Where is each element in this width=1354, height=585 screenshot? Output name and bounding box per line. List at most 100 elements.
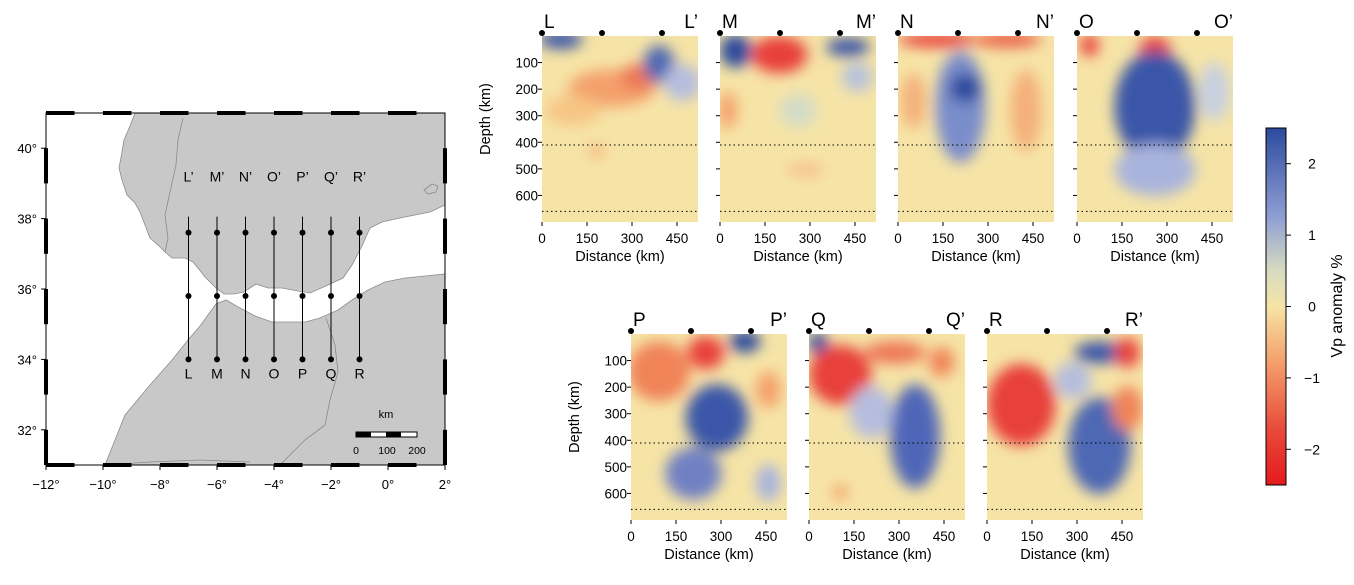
map-y-tick-label: 32° — [17, 423, 37, 438]
frame-band — [217, 463, 246, 467]
section-label-start: L — [544, 12, 555, 33]
map-x-tick-label: −8° — [150, 477, 170, 492]
map-x-tick-label: −10° — [89, 477, 116, 492]
section-x-tick-label: 150 — [932, 231, 955, 246]
map-y-tick-label: 36° — [17, 282, 37, 297]
section-image — [1077, 36, 1233, 222]
anomaly-patch — [949, 73, 981, 103]
profile-dot — [214, 293, 220, 300]
profile-dot — [271, 356, 277, 363]
profile-label-bottom: O — [269, 365, 280, 381]
anomaly-patch — [832, 484, 848, 500]
section-station-dot — [688, 328, 694, 334]
anomaly-patch — [809, 334, 828, 355]
section-x-tick-label: 300 — [1066, 529, 1089, 544]
anomaly-field — [542, 36, 698, 157]
profile-label-top: O’ — [267, 169, 281, 185]
profile-dot — [242, 293, 249, 300]
anomaly-patch — [841, 62, 873, 92]
section-station-dot — [1044, 328, 1050, 334]
colorbar-gradient — [1265, 127, 1287, 486]
colorbar-label: Vp anomaly % — [1329, 254, 1346, 357]
profile-dot — [356, 293, 363, 300]
section-x-tick-label: 150 — [665, 529, 688, 544]
section-station-dot — [1104, 328, 1110, 334]
section-x-tick-label: 150 — [1021, 529, 1044, 544]
profile-label-bottom: M — [211, 365, 223, 381]
section-y-tick-label: 500 — [515, 162, 538, 177]
map-x-tick-label: 2° — [439, 477, 451, 492]
section-label-start: O — [1079, 12, 1094, 33]
anomaly-patch — [542, 36, 583, 50]
profile-dot — [271, 293, 277, 300]
section-x-tick-label: 0 — [894, 231, 902, 246]
section-xlabel: Distance (km) — [575, 249, 664, 265]
anomaly-patch — [849, 386, 894, 439]
frame-band — [443, 148, 447, 184]
anomaly-patch — [1114, 337, 1140, 368]
anomaly-patch — [685, 384, 748, 452]
anomaly-patch — [935, 50, 986, 163]
profile-dot — [242, 229, 249, 236]
anomaly-field — [631, 334, 781, 502]
anomaly-patch — [1198, 62, 1230, 122]
section-ylabel: Depth (km) — [478, 83, 494, 155]
frame-band — [388, 463, 417, 467]
section-xlabel: Distance (km) — [1020, 547, 1109, 563]
anomaly-patch — [720, 36, 752, 68]
anomaly-patch — [755, 464, 781, 502]
frame-band — [274, 111, 303, 115]
section-station-dot — [1015, 30, 1021, 36]
anomaly-patch — [826, 37, 870, 57]
profile-label-bottom: P — [298, 365, 307, 381]
map-axis-labels: −12° −10° −8° −6° −4° −2° 0° 2° 40° 38° 36° 34° 32° — [17, 141, 451, 492]
profile-dot — [328, 356, 334, 363]
section-station-dot — [866, 328, 872, 334]
map-x-tick-label: −6° — [207, 477, 227, 492]
section-x-tick-label: 450 — [933, 529, 956, 544]
profile-dot — [185, 293, 192, 300]
section-x-tick-label: 150 — [576, 231, 599, 246]
frame-band — [331, 463, 360, 467]
anomaly-patch — [587, 145, 606, 157]
section-station-dot — [984, 328, 990, 334]
anomaly-patch — [1080, 36, 1099, 57]
section-y-tick-label: 400 — [604, 433, 627, 448]
section-x-tick-label: 0 — [1073, 231, 1081, 246]
section-y-tick-label: 400 — [515, 135, 538, 150]
anomaly-patch — [663, 63, 698, 102]
section-station-dot — [659, 30, 665, 36]
section-y-tick-label: 200 — [515, 82, 538, 97]
section-x-tick-label: 300 — [621, 231, 644, 246]
colorbar-ticks: 2 1 0 −1 −2 — [1286, 156, 1320, 457]
profile-dot — [299, 356, 306, 363]
anomaly-patch — [863, 341, 926, 364]
profile-dot — [185, 356, 192, 363]
frame-band — [443, 429, 447, 465]
section-x-tick-label: 450 — [1111, 529, 1134, 544]
profile-dot — [328, 229, 334, 236]
section-x-tick-label: 150 — [1111, 231, 1134, 246]
frame-band — [443, 218, 447, 254]
frame-band — [160, 111, 189, 115]
profile-label-top: N’ — [239, 169, 252, 185]
anomaly-patch — [898, 36, 976, 48]
border-portugal-spain — [164, 117, 184, 253]
section-image — [809, 334, 965, 520]
section-y-tick-label: 600 — [604, 486, 627, 501]
profile-label-top: L’ — [183, 169, 193, 185]
profile-label-bottom: N — [240, 365, 250, 381]
section-x-tick-label: 450 — [1201, 231, 1224, 246]
section-x-tick-label: 0 — [805, 529, 813, 544]
section-x-tick-label: 300 — [710, 529, 733, 544]
profile-dot — [299, 293, 306, 300]
anomaly-patch — [809, 345, 872, 405]
map-x-tick-label: 0° — [382, 477, 394, 492]
